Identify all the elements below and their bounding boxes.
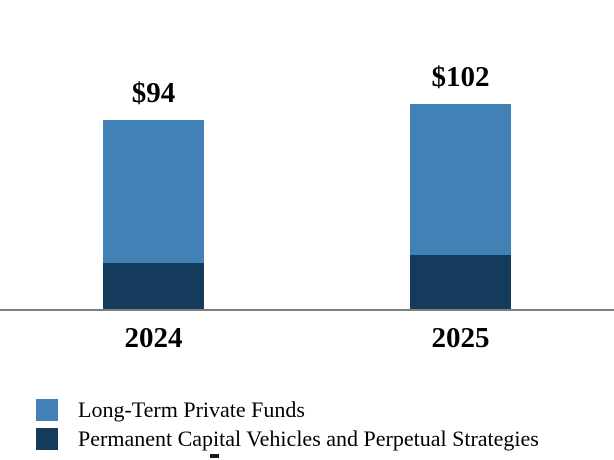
legend-label: Long-Term Private Funds bbox=[78, 396, 305, 422]
bar-total-label-2025: $102 bbox=[431, 60, 490, 93]
legend-swatch-icon bbox=[36, 398, 58, 421]
cutoff-text-artifact bbox=[210, 454, 219, 458]
legend: Long-Term Private Funds Permanent Capital… bbox=[36, 395, 539, 453]
legend-label: Permanent Capital Vehicles and Perpetual… bbox=[78, 425, 539, 451]
x-axis-label-2025: 2025 bbox=[431, 322, 490, 354]
bar-segment-permanent-capital-vehicles-and-perpetual-strategies bbox=[410, 254, 511, 309]
bar-2025 bbox=[410, 103, 511, 309]
legend-swatch-icon bbox=[36, 427, 58, 450]
x-axis-line bbox=[0, 309, 614, 311]
bar-segment-long-term-private-funds bbox=[410, 103, 511, 255]
bar-total-label-2024: $94 bbox=[131, 77, 176, 110]
bar-segment-permanent-capital-vehicles-and-perpetual-strategies bbox=[103, 262, 204, 309]
bar-2024 bbox=[103, 120, 204, 309]
legend-item: Permanent Capital Vehicles and Perpetual… bbox=[36, 424, 539, 453]
bar-segment-long-term-private-funds bbox=[103, 120, 204, 263]
x-axis-label-2024: 2024 bbox=[124, 322, 183, 354]
legend-item: Long-Term Private Funds bbox=[36, 395, 539, 424]
